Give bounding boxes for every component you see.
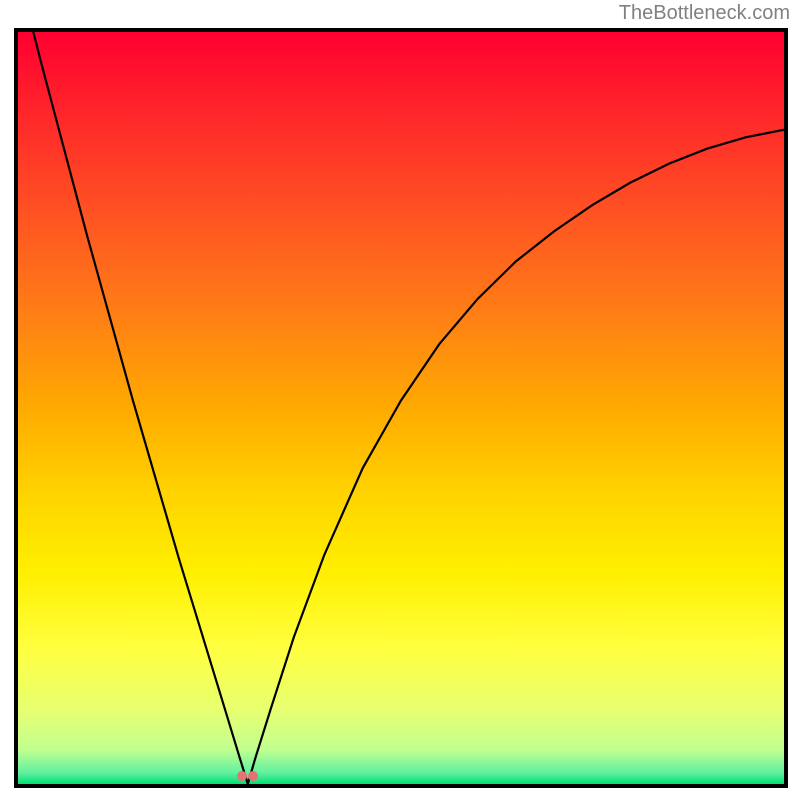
marker-1 — [237, 771, 247, 781]
bottleneck-curve — [18, 32, 784, 784]
curve-path — [18, 32, 784, 784]
marker-2 — [248, 771, 258, 781]
watermark-text: TheBottleneck.com — [619, 2, 790, 25]
plot-area — [14, 28, 788, 788]
